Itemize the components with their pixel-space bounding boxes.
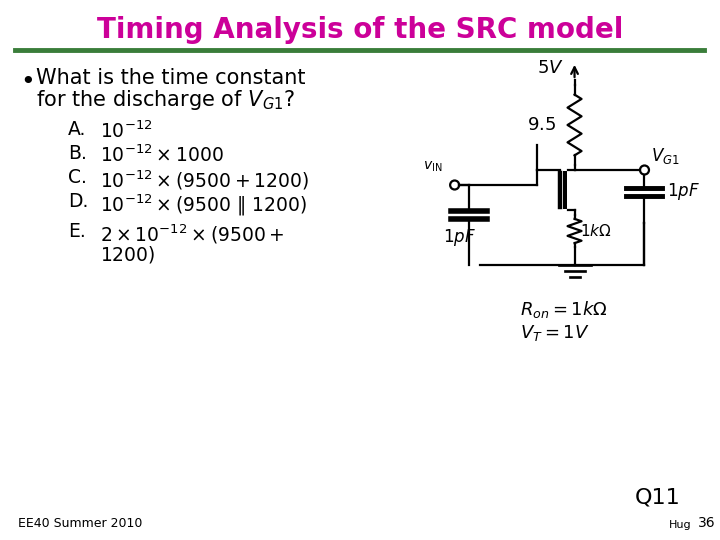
Text: $1pF$: $1pF$ (667, 181, 701, 202)
Text: $v_\mathrm{IN}$: $v_\mathrm{IN}$ (423, 160, 442, 174)
Text: C.: C. (68, 168, 87, 187)
Text: Q11: Q11 (634, 488, 680, 508)
Text: E.: E. (68, 222, 86, 241)
Text: $10^{-12}$: $10^{-12}$ (100, 120, 153, 141)
Text: Timing Analysis of the SRC model: Timing Analysis of the SRC model (96, 16, 623, 44)
Text: 36: 36 (698, 516, 715, 530)
Text: for the discharge of $V_{G1}$?: for the discharge of $V_{G1}$? (36, 88, 294, 112)
Text: $10^{-12} \times (9500 + 1200)$: $10^{-12} \times (9500 + 1200)$ (100, 168, 309, 192)
Text: $1pF$: $1pF$ (443, 227, 476, 248)
Text: B.: B. (68, 144, 87, 163)
Text: $1200)$: $1200)$ (100, 244, 156, 265)
Text: $5V$: $5V$ (536, 59, 563, 77)
Text: $2 \times 10^{-12} \times (9500 +$: $2 \times 10^{-12} \times (9500 +$ (100, 222, 284, 246)
Text: $R_{on} = 1k\Omega$: $R_{on} = 1k\Omega$ (520, 300, 607, 321)
Text: A.: A. (68, 120, 86, 139)
Text: $10^{-12} \times 1000$: $10^{-12} \times 1000$ (100, 144, 224, 165)
Text: •: • (20, 70, 35, 94)
Text: What is the time constant: What is the time constant (36, 68, 305, 88)
Text: D.: D. (68, 192, 89, 211)
Text: EE40 Summer 2010: EE40 Summer 2010 (18, 517, 143, 530)
Text: $10^{-12} \times (9500\ \|\ 1200)$: $10^{-12} \times (9500\ \|\ 1200)$ (100, 192, 307, 218)
Text: Hug: Hug (668, 520, 691, 530)
Text: $9.5$: $9.5$ (526, 116, 556, 134)
Text: $V_{G1}$: $V_{G1}$ (652, 146, 680, 166)
Text: $V_T = 1V$: $V_T = 1V$ (520, 323, 589, 343)
Text: $1k\Omega$: $1k\Omega$ (580, 223, 611, 239)
